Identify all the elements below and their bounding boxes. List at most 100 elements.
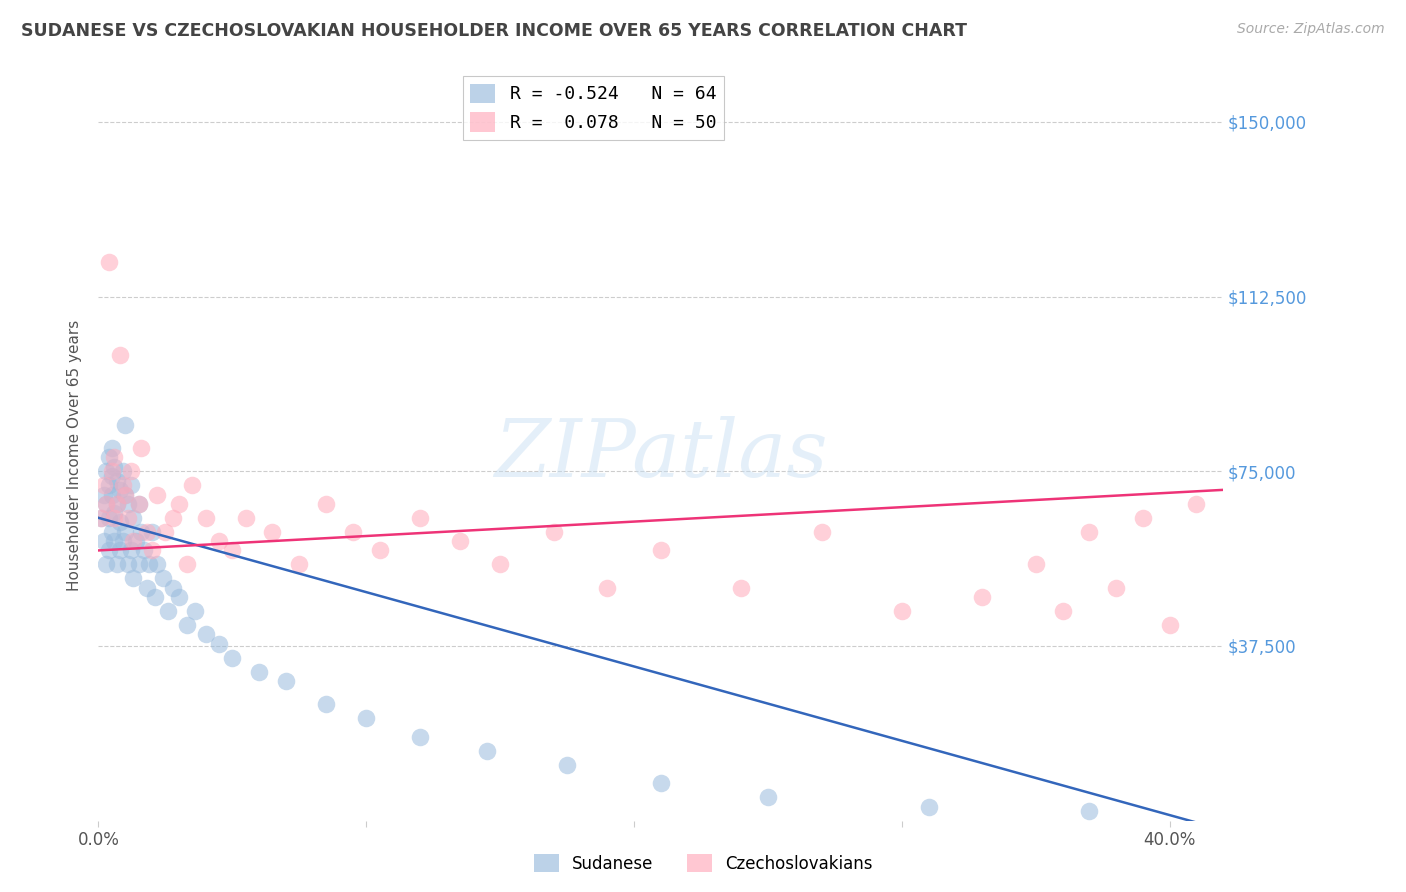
Point <box>354 711 377 725</box>
Point <box>315 697 337 711</box>
Point <box>125 534 148 549</box>
Point <box>93 534 115 549</box>
Point <box>101 487 124 501</box>
Point <box>128 497 150 511</box>
Point <box>1052 604 1074 618</box>
Point <box>120 543 142 558</box>
Y-axis label: Householder Income Over 65 years: Householder Income Over 65 years <box>67 319 83 591</box>
Point <box>114 524 136 539</box>
Point <box>152 571 174 585</box>
Point <box>141 543 163 558</box>
Text: SUDANESE VS CZECHOSLOVAKIAN HOUSEHOLDER INCOME OVER 65 YEARS CORRELATION CHART: SUDANESE VS CZECHOSLOVAKIAN HOUSEHOLDER … <box>21 22 967 40</box>
Point <box>120 478 142 492</box>
Point <box>972 590 994 604</box>
Legend: Sudanese, Czechoslovakians: Sudanese, Czechoslovakians <box>527 847 879 880</box>
Point <box>117 511 139 525</box>
Point <box>1078 524 1101 539</box>
Point <box>105 497 128 511</box>
Point <box>1025 558 1047 572</box>
Point <box>262 524 284 539</box>
Point <box>1185 497 1208 511</box>
Text: Source: ZipAtlas.com: Source: ZipAtlas.com <box>1237 22 1385 37</box>
Point <box>208 534 231 549</box>
Point <box>108 483 131 497</box>
Point <box>1132 511 1154 525</box>
Point <box>138 558 160 572</box>
Point <box>315 497 337 511</box>
Point <box>101 524 124 539</box>
Point <box>105 497 128 511</box>
Point <box>117 558 139 572</box>
Point <box>475 744 498 758</box>
Point <box>122 571 145 585</box>
Point <box>449 534 471 549</box>
Point <box>114 487 136 501</box>
Point <box>108 516 131 530</box>
Point <box>143 590 166 604</box>
Point <box>184 604 207 618</box>
Point <box>650 776 672 790</box>
Point <box>98 511 121 525</box>
Point <box>117 497 139 511</box>
Point <box>135 524 157 539</box>
Point <box>103 506 125 520</box>
Point <box>114 487 136 501</box>
Point <box>103 511 125 525</box>
Point <box>135 581 157 595</box>
Point <box>146 487 169 501</box>
Point <box>489 558 512 572</box>
Point <box>108 348 131 362</box>
Point <box>103 459 125 474</box>
Point <box>105 558 128 572</box>
Point <box>103 450 125 465</box>
Point <box>247 665 270 679</box>
Point <box>1078 805 1101 819</box>
Point <box>141 524 163 539</box>
Point <box>129 441 152 455</box>
Point <box>288 558 311 572</box>
Point <box>120 464 142 478</box>
Point <box>98 478 121 492</box>
Point <box>98 543 121 558</box>
Point <box>96 558 118 572</box>
Point <box>122 511 145 525</box>
Point <box>111 464 134 478</box>
Point <box>101 469 124 483</box>
Point <box>108 543 131 558</box>
Point <box>146 558 169 572</box>
Point <box>101 441 124 455</box>
Point <box>409 511 432 525</box>
Point <box>162 581 184 595</box>
Point <box>221 543 243 558</box>
Point <box>105 474 128 488</box>
Point <box>368 543 391 558</box>
Point <box>1105 581 1128 595</box>
Point <box>128 558 150 572</box>
Point <box>96 497 118 511</box>
Point <box>194 511 217 525</box>
Point <box>176 558 198 572</box>
Point <box>1159 618 1181 632</box>
Point <box>409 730 432 744</box>
Point <box>221 650 243 665</box>
Point <box>208 637 231 651</box>
Point <box>111 478 134 492</box>
Point <box>543 524 565 539</box>
Point <box>730 581 752 595</box>
Point <box>810 524 832 539</box>
Point <box>103 534 125 549</box>
Point <box>155 524 177 539</box>
Legend: R = -0.524   N = 64, R =  0.078   N = 50: R = -0.524 N = 64, R = 0.078 N = 50 <box>463 77 724 139</box>
Point <box>890 604 912 618</box>
Point <box>93 478 115 492</box>
Point <box>194 627 217 641</box>
Point <box>756 790 779 805</box>
Point <box>176 618 198 632</box>
Point <box>167 497 190 511</box>
Point <box>129 524 152 539</box>
Point <box>555 757 578 772</box>
Point <box>274 673 297 688</box>
Point <box>162 511 184 525</box>
Point <box>181 478 204 492</box>
Point <box>122 534 145 549</box>
